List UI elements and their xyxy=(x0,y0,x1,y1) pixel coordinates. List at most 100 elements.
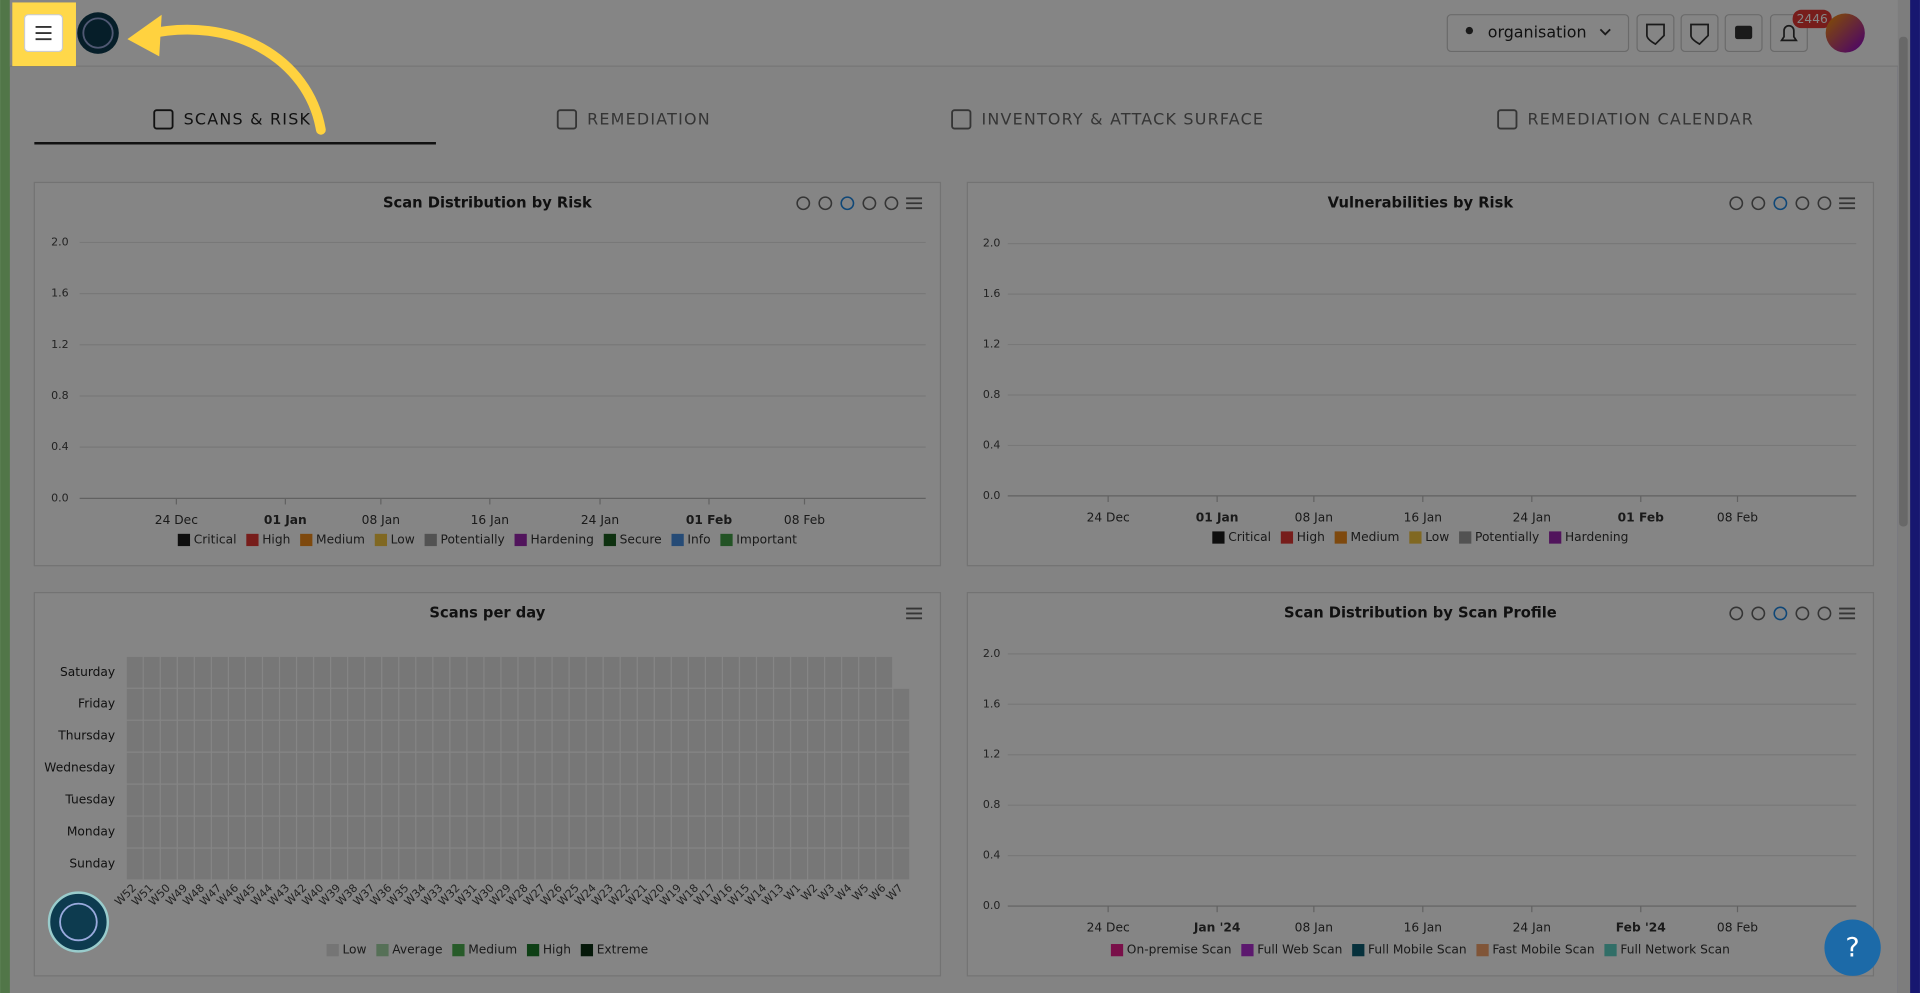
zoom-button[interactable] xyxy=(1773,606,1788,621)
x-tick-label: 16 Jan xyxy=(471,513,509,527)
heatmap-cell xyxy=(603,784,620,816)
icon xyxy=(1735,25,1753,40)
zoom-in-button[interactable] xyxy=(1729,606,1744,621)
avatar[interactable] xyxy=(1825,13,1865,53)
heatmap-cell xyxy=(143,688,160,720)
heatmap-cell xyxy=(791,688,807,720)
heatmap-cell xyxy=(586,816,603,848)
row-label: Sunday xyxy=(69,857,115,871)
legend-swatch xyxy=(1352,944,1365,957)
org-selector[interactable] xyxy=(1446,14,1630,53)
heatmap-cell xyxy=(467,688,484,720)
legend-swatch xyxy=(1459,531,1472,544)
heatmap-cell xyxy=(297,656,313,688)
heatmap-cell xyxy=(314,720,330,752)
heatmap-cell xyxy=(740,720,756,752)
heatmap-cell xyxy=(399,816,416,848)
floating-logo[interactable] xyxy=(47,891,110,953)
heatmap-cell xyxy=(825,784,842,816)
pan-button[interactable] xyxy=(862,196,877,211)
heatmap-cell xyxy=(331,848,348,880)
heatmap-cell xyxy=(518,816,535,848)
tab-label: REMEDIATION CALENDAR xyxy=(1528,109,1755,128)
heatmap-cell xyxy=(211,848,228,880)
heatmap-cell xyxy=(450,720,467,752)
zoom-button[interactable] xyxy=(1773,196,1788,211)
menu-button[interactable] xyxy=(1839,607,1856,620)
heatmap-cell xyxy=(246,656,262,688)
pan-button[interactable] xyxy=(1795,196,1810,211)
icon xyxy=(1779,24,1798,42)
heatmap-cell xyxy=(688,656,705,688)
heatmap-cell xyxy=(382,656,399,688)
heatmap-cell xyxy=(160,784,177,816)
legend-label: Info xyxy=(687,532,710,546)
y-tick-label: 1.2 xyxy=(983,338,1001,351)
heatmap-cell xyxy=(518,752,535,784)
reset-button[interactable] xyxy=(1817,606,1832,621)
heatmap-cell xyxy=(263,720,279,752)
legend: On-premise Scan Full Web Scan Full Mobile … xyxy=(1110,943,1730,957)
zoom-out-button[interactable] xyxy=(1751,606,1766,621)
heatmap-cell xyxy=(705,752,722,784)
heatmap-cell xyxy=(228,688,245,720)
heatmap-cell xyxy=(348,784,365,816)
pan-button[interactable] xyxy=(1795,606,1810,621)
heatmap-cell xyxy=(842,656,859,688)
heatmap-cell xyxy=(433,816,450,848)
heatmap-cell xyxy=(382,720,399,752)
heatmap-cell xyxy=(484,816,501,848)
legend-label: Potentially xyxy=(440,532,504,546)
chart-panel xyxy=(33,181,942,567)
heatmap-cell xyxy=(569,784,586,816)
x-tick-label: Feb '24 xyxy=(1616,921,1666,935)
zoom-out-button[interactable] xyxy=(1751,196,1766,211)
heatmap-cell xyxy=(552,656,569,688)
heatmap-cell xyxy=(603,720,620,752)
help-button[interactable] xyxy=(1824,919,1881,976)
heatmap-cell xyxy=(535,720,552,752)
legend-label: Medium xyxy=(1351,530,1400,544)
heatmap-cell xyxy=(705,784,722,816)
heatmap-cell xyxy=(382,752,399,784)
heatmap-cell xyxy=(586,848,603,880)
heatmap-cell xyxy=(859,848,876,880)
heatmap-cell xyxy=(331,720,348,752)
zoom-in-button[interactable] xyxy=(1729,196,1744,211)
scrollbar-thumb[interactable] xyxy=(1899,36,1908,527)
zoom-in-button[interactable] xyxy=(796,196,811,211)
x-tick-label: 08 Feb xyxy=(1717,510,1758,524)
menu-button[interactable] xyxy=(906,197,923,210)
heatmap-cell xyxy=(654,816,671,848)
heatmap-cell xyxy=(603,752,620,784)
reset-button[interactable] xyxy=(884,196,899,211)
y-tick-label: 0.0 xyxy=(51,491,69,504)
heatmap-cell xyxy=(246,720,262,752)
zoom-button[interactable] xyxy=(840,196,855,211)
heatmap-cell xyxy=(297,688,313,720)
menu-button[interactable] xyxy=(906,607,923,620)
heatmap-cell xyxy=(297,816,313,848)
heatmap-cell xyxy=(467,848,484,880)
heatmap-cell xyxy=(484,720,501,752)
heatmap-cell xyxy=(314,784,330,816)
reset-button[interactable] xyxy=(1817,196,1832,211)
heatmap-cell xyxy=(501,816,518,848)
heatmap-cell xyxy=(433,656,450,688)
menu-button[interactable] xyxy=(1839,197,1856,210)
heatmap-cell xyxy=(348,848,365,880)
heatmap-cell xyxy=(177,784,194,816)
chart-title: Scan Distribution by Risk xyxy=(383,194,593,211)
heatmap-cell xyxy=(705,688,722,720)
zoom-out-button[interactable] xyxy=(818,196,833,211)
legend-label: High xyxy=(543,943,571,957)
heatmap-cell xyxy=(160,848,177,880)
y-tick-label: 0.4 xyxy=(983,438,1001,451)
heatmap-cell xyxy=(314,816,330,848)
legend-label: Hardening xyxy=(1565,530,1628,544)
heatmap-cell xyxy=(143,784,160,816)
heatmap-cell xyxy=(740,752,756,784)
heatmap-cell xyxy=(808,752,825,784)
heatmap-cell xyxy=(501,720,518,752)
heatmap-cell xyxy=(723,656,739,688)
